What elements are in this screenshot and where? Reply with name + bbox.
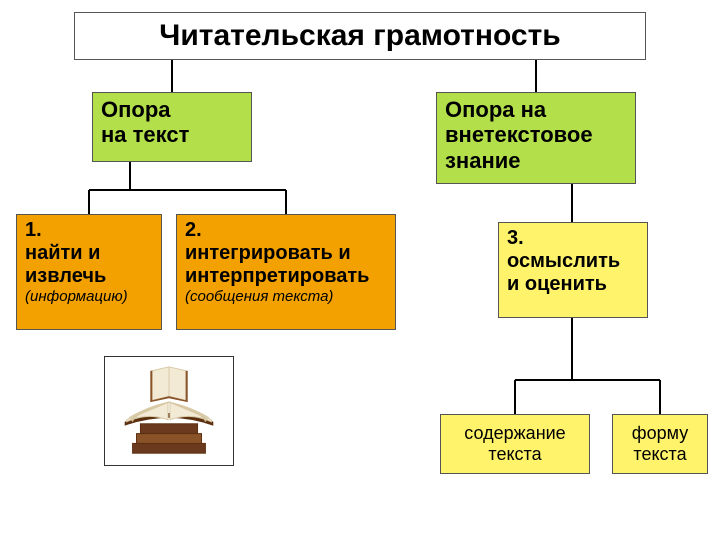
title-text: Читательская грамотность bbox=[159, 19, 560, 54]
pillar-left-line1: Опора bbox=[101, 97, 243, 122]
block-reflect-evaluate: 3. осмыслить и оценить bbox=[498, 222, 648, 318]
leaf-right-l2: текста bbox=[633, 444, 686, 465]
block2-sub: (сообщения текста) bbox=[185, 288, 387, 305]
leaf-form: форму текста bbox=[612, 414, 708, 474]
block3-l2: и оценить bbox=[507, 273, 639, 296]
pillar-right-line2: внетекстовое bbox=[445, 122, 627, 147]
pillar-text-based: Опора на текст bbox=[92, 92, 252, 162]
leaf-content: содержание текста bbox=[440, 414, 590, 474]
books-icon bbox=[104, 356, 234, 466]
block-find-extract: 1. найти и извлечь (информацию) bbox=[16, 214, 162, 330]
pillar-extratextual: Опора на внетекстовое знание bbox=[436, 92, 636, 184]
block2-num: 2. bbox=[185, 219, 387, 242]
block3-num: 3. bbox=[507, 227, 639, 250]
diagram-title: Читательская грамотность bbox=[74, 12, 646, 60]
block1-num: 1. bbox=[25, 219, 153, 242]
block-integrate-interpret: 2. интегрировать и интерпретировать (соо… bbox=[176, 214, 396, 330]
block1-l1: найти и bbox=[25, 242, 153, 265]
block1-l2: извлечь bbox=[25, 265, 153, 288]
block1-sub: (информацию) bbox=[25, 288, 153, 305]
pillar-right-line1: Опора на bbox=[445, 97, 627, 122]
block2-l2: интерпретировать bbox=[185, 265, 387, 288]
block3-l1: осмыслить bbox=[507, 250, 639, 273]
leaf-left-l2: текста bbox=[488, 444, 541, 465]
leaf-left-l1: содержание bbox=[464, 423, 565, 444]
pillar-left-line2: на текст bbox=[101, 122, 243, 147]
pillar-right-line3: знание bbox=[445, 148, 627, 173]
leaf-right-l1: форму bbox=[632, 423, 688, 444]
block2-l1: интегрировать и bbox=[185, 242, 387, 265]
